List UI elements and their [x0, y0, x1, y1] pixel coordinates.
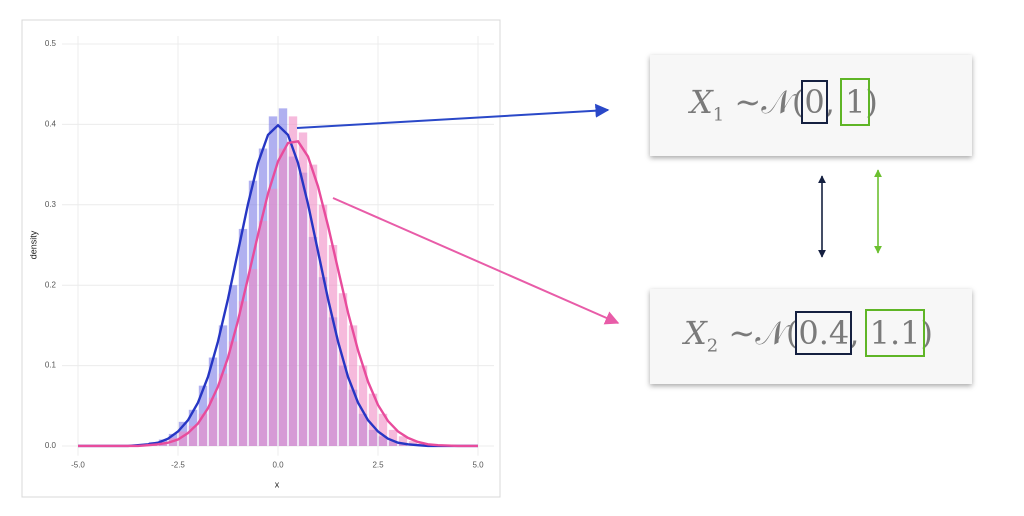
histogram-bar — [398, 436, 408, 446]
histogram-bar — [358, 365, 368, 446]
paren: ( — [791, 83, 805, 121]
histogram-bar — [298, 132, 308, 446]
family: 𝒩 — [755, 314, 786, 352]
histogram-bar — [348, 325, 358, 446]
variable: X — [684, 314, 707, 352]
comma: , — [824, 83, 835, 121]
plot: 0.0 0.1 0.2 0.3 0.4 0.5 -5.0 -2.5 0.0 2.5 5.0 — [45, 36, 494, 470]
histogram-bar — [378, 413, 388, 446]
y-tick-label: 0.4 — [45, 120, 57, 129]
index: 2 — [706, 335, 719, 357]
histogram-bar — [228, 341, 238, 446]
x-tick-label: -5.0 — [71, 461, 85, 470]
density-curve — [78, 139, 478, 448]
x-tick-label: -2.5 — [171, 461, 185, 470]
formula-card: X1 ∼𝒩(0, 1) — [650, 55, 972, 156]
histogram-bar — [188, 425, 198, 446]
sd: 1.1 — [864, 309, 926, 357]
histogram-bar — [308, 164, 318, 446]
histogram-bar — [328, 244, 338, 446]
paren: ( — [785, 314, 799, 352]
paren: ) — [920, 314, 933, 352]
family: 𝒩 — [761, 83, 792, 121]
density-curve — [78, 123, 478, 448]
comma: , — [849, 314, 860, 352]
y-tick-label: 0.3 — [45, 200, 57, 209]
arrow — [332, 197, 620, 325]
histogram-bar — [408, 441, 418, 446]
histogram-bar — [288, 116, 298, 446]
y-tick-label: 0.5 — [45, 39, 57, 48]
y-tick-label: 0.2 — [45, 280, 57, 289]
paren: ) — [865, 83, 878, 121]
histogram-bar — [208, 397, 218, 446]
formula-card: X2 ∼𝒩(0.4, 1.1) — [650, 289, 972, 384]
histogram-bar — [178, 431, 188, 446]
y-tick-label: 0.1 — [45, 361, 57, 370]
histogram-bar — [388, 429, 398, 446]
histogram-bar — [268, 188, 278, 446]
relation: ∼ — [734, 83, 762, 121]
y-tick-label: 0.0 — [45, 441, 57, 450]
index: 1 — [712, 104, 725, 126]
x-axis-title: x — [275, 479, 280, 489]
histogram-bar — [258, 220, 268, 446]
histogram-bar — [248, 269, 258, 446]
x-tick-label: 2.5 — [372, 461, 384, 470]
histogram-bar — [278, 148, 288, 446]
y-axis-title: density — [28, 230, 38, 259]
mean: 0.4 — [795, 311, 853, 355]
histogram-bar — [318, 204, 328, 446]
x-tick-label: 0.0 — [272, 461, 284, 470]
mean: 0 — [801, 80, 828, 124]
variable: X — [690, 83, 713, 121]
histogram-bar — [218, 373, 228, 446]
sd: 1 — [839, 78, 871, 126]
histogram-bar — [338, 293, 348, 446]
histogram-bar — [198, 413, 208, 446]
histogram-bar — [368, 393, 378, 446]
arrow — [296, 103, 610, 129]
relation: ∼ — [728, 314, 756, 352]
formula: X1 ∼𝒩(0, 1) — [690, 78, 878, 126]
formula: X2 ∼𝒩(0.4, 1.1) — [684, 309, 933, 357]
x-tick-label: 5.0 — [472, 461, 484, 470]
histogram-bar — [238, 301, 248, 446]
